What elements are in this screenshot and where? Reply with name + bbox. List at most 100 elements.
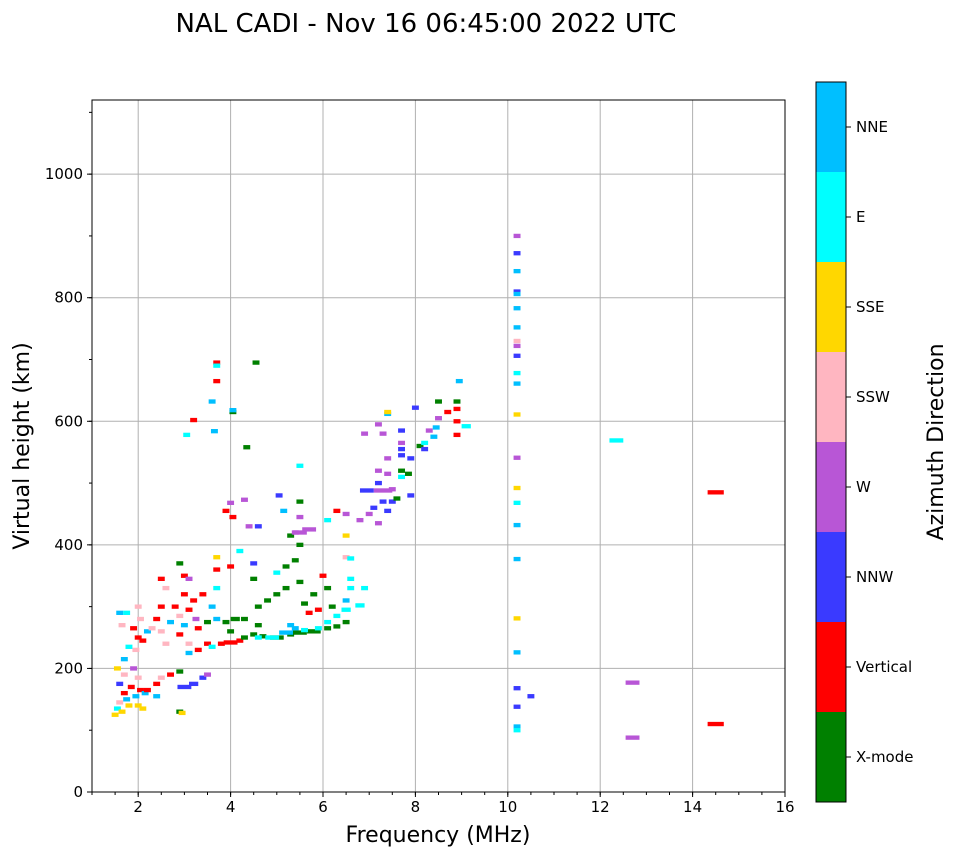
data-point-x-mode (333, 624, 341, 629)
data-point-w (513, 233, 521, 239)
data-point-vertical (217, 641, 225, 646)
data-point-e (213, 585, 221, 591)
data-point-vertical (127, 684, 135, 690)
data-point-vertical (213, 378, 221, 384)
data-point-nne (279, 630, 293, 635)
data-point-vertical (314, 607, 322, 612)
data-point-nnw (116, 681, 124, 687)
data-point-nnw (407, 456, 415, 461)
data-point-ssw (157, 629, 165, 634)
data-point-nne (180, 623, 188, 628)
data-point-nnw (513, 251, 521, 256)
data-point-w (513, 455, 521, 460)
data-point-nne (513, 650, 521, 655)
data-point-x-mode (227, 629, 235, 634)
data-point-nne (210, 429, 218, 434)
data-point-ssw (513, 338, 521, 344)
data-point-nnw (374, 480, 382, 486)
data-point-vertical (137, 687, 144, 693)
data-point-nne (185, 650, 193, 656)
data-point-x-mode (393, 496, 401, 501)
data-point-vertical (333, 508, 341, 514)
data-point-e (314, 626, 322, 631)
colorbar-segment-nne (816, 82, 846, 172)
colorbar-tick-label: W (856, 478, 871, 496)
data-point-vertical (707, 721, 724, 727)
colorbar-segment-w (816, 442, 846, 532)
data-point-nne (141, 690, 149, 696)
data-point-vertical (236, 638, 244, 643)
data-point-w (373, 488, 393, 493)
data-point-x-mode (416, 443, 424, 449)
data-point-nne (430, 434, 438, 439)
data-point-vertical (190, 417, 198, 423)
data-point-sse (118, 709, 126, 714)
data-point-nnw (411, 405, 419, 410)
data-point-nnw (398, 446, 406, 452)
data-point-nne (513, 522, 521, 528)
data-point-e (609, 438, 624, 443)
data-point-nne (513, 724, 521, 729)
data-point-sse (134, 703, 142, 708)
data-point-vertical (227, 564, 235, 569)
data-point-nne (116, 610, 124, 615)
data-point-nne (120, 656, 128, 662)
data-point-ssw (157, 675, 165, 680)
data-point-w (374, 521, 382, 526)
data-point-vertical (213, 360, 221, 365)
data-point-x-mode (176, 561, 184, 566)
data-point-e (355, 603, 365, 608)
data-point-w (240, 497, 248, 502)
data-point-e (273, 570, 281, 575)
data-point-vertical (167, 672, 175, 677)
data-point-sse (113, 666, 121, 671)
data-point-ssw (116, 700, 124, 705)
data-point-e (213, 363, 221, 368)
data-point-e (333, 613, 341, 619)
data-point-w (292, 530, 307, 535)
data-point-e (461, 424, 471, 429)
data-point-w (398, 440, 406, 446)
data-point-vertical (453, 406, 461, 412)
data-point-sse (213, 555, 221, 560)
data-point-nnw (275, 493, 283, 498)
data-point-vertical (194, 626, 202, 631)
data-point-w (425, 428, 433, 433)
data-point-vertical (453, 419, 461, 424)
data-point-nnw (199, 675, 207, 680)
data-point-x-mode (240, 635, 248, 640)
data-point-nne (513, 556, 521, 562)
data-point-x-mode (230, 616, 240, 622)
y-tick-label: 200 (54, 659, 83, 677)
data-point-e (296, 463, 304, 468)
data-point-x-mode (252, 360, 260, 365)
colorbar-segment-nnw (816, 532, 846, 622)
data-point-nnw (370, 505, 378, 510)
y-tick-label: 0 (73, 783, 83, 801)
data-point-vertical (143, 687, 151, 693)
data-point-e (324, 517, 332, 523)
data-point-e (513, 370, 521, 376)
data-points (111, 233, 724, 740)
data-point-vertical (223, 640, 238, 645)
data-point-nne (229, 408, 237, 413)
data-point-nnw (398, 453, 406, 458)
data-point-x-mode (291, 558, 299, 563)
data-point-w (130, 666, 138, 671)
data-point-x-mode (243, 445, 251, 450)
data-point-nnw (398, 428, 406, 433)
colorbar-tick-label: NNE (856, 118, 888, 136)
data-point-ssw (118, 623, 126, 628)
data-point-vertical (229, 514, 237, 520)
colorbar-tick-label: SSE (856, 298, 885, 316)
data-point-vertical (180, 573, 188, 578)
y-tick-label: 800 (54, 289, 83, 307)
x-tick-label: 16 (775, 798, 794, 816)
data-point-vertical (130, 626, 138, 631)
data-point-x-mode (282, 585, 290, 591)
colorbar-tick-label: X-mode (856, 748, 913, 766)
data-point-vertical (194, 647, 202, 653)
data-point-e (301, 627, 308, 633)
data-point-x-mode (306, 629, 321, 634)
